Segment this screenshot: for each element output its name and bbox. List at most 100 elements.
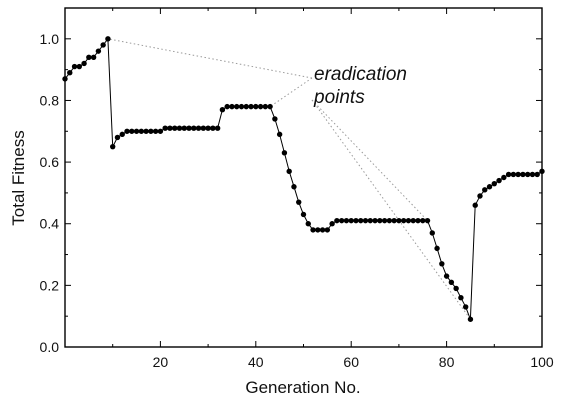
- data-point: [505, 171, 512, 178]
- data-point: [424, 217, 431, 224]
- data-point: [181, 125, 187, 131]
- data-point: [157, 128, 164, 134]
- data-point: [114, 134, 121, 141]
- y-tick-label: 0.2: [40, 277, 60, 293]
- data-point: [67, 70, 73, 76]
- annotation-pointer-2: [311, 99, 428, 221]
- data-point: [100, 42, 106, 48]
- data-point: [124, 128, 130, 134]
- series-line: [64, 37, 543, 320]
- data-point: [229, 103, 235, 110]
- y-tick-label: 0.8: [40, 92, 60, 108]
- data-point: [224, 103, 230, 110]
- annotation-line-1: eradication: [314, 64, 407, 85]
- data-point: [467, 316, 474, 322]
- data-point: [133, 128, 140, 134]
- data-point: [458, 294, 464, 301]
- data-point: [439, 261, 445, 267]
- annotation-line-2: points: [313, 87, 365, 108]
- data-point: [176, 125, 183, 131]
- annotation-pointer-lines: [107, 38, 471, 320]
- y-axis-title: Total Fitness: [9, 130, 28, 225]
- data-point: [210, 125, 216, 131]
- data-point: [415, 217, 421, 224]
- data-point: [539, 168, 545, 175]
- data-point: [71, 63, 78, 70]
- series-points: [62, 36, 545, 322]
- data-point: [377, 217, 383, 224]
- annotation-pointer-3: [311, 99, 471, 320]
- data-point: [386, 217, 393, 224]
- x-axis-tick-labels: 20 40 60 80 100: [153, 354, 554, 370]
- data-point: [267, 103, 273, 110]
- data-point: [315, 227, 321, 233]
- annotation-pointer-1: [269, 77, 313, 108]
- data-point: [234, 103, 240, 110]
- data-point: [462, 304, 469, 310]
- data-point: [305, 221, 311, 227]
- data-point: [434, 245, 440, 252]
- data-point: [205, 125, 211, 131]
- x-tick-label: 60: [343, 354, 359, 370]
- data-point: [191, 125, 197, 131]
- y-tick-label: 1.0: [40, 31, 60, 47]
- x-axis-title: Generation No.: [245, 378, 360, 397]
- data-point: [391, 217, 397, 224]
- data-point: [148, 128, 154, 134]
- data-point: [443, 273, 450, 279]
- data-point: [152, 128, 159, 134]
- data-point: [86, 54, 92, 61]
- data-point: [486, 184, 493, 190]
- data-point: [143, 128, 149, 134]
- annotation-pointer-0: [107, 38, 313, 79]
- data-point: [110, 143, 116, 150]
- data-point: [195, 125, 202, 131]
- y-axis-tick-labels: 0.0 0.2 0.4 0.6 0.8 1.0: [40, 31, 60, 355]
- fitness-line: [64, 37, 543, 320]
- data-point: [491, 180, 497, 187]
- data-point: [262, 103, 269, 110]
- data-point: [200, 125, 207, 131]
- y-axis-ticks: [65, 7, 542, 317]
- data-point: [76, 63, 83, 70]
- data-point: [510, 171, 517, 178]
- data-point: [62, 76, 68, 82]
- data-point: [358, 217, 364, 224]
- data-point: [272, 116, 278, 122]
- data-point: [291, 184, 297, 190]
- y-tick-label: 0.4: [40, 216, 60, 232]
- data-point: [310, 227, 316, 233]
- data-point: [167, 125, 173, 131]
- data-point: [477, 193, 483, 199]
- data-point: [381, 217, 388, 224]
- data-point: [253, 103, 259, 110]
- data-point: [276, 131, 283, 138]
- data-point: [324, 227, 331, 233]
- data-point: [420, 217, 426, 224]
- data-point: [367, 217, 373, 224]
- data-point: [372, 217, 378, 224]
- x-tick-label: 20: [153, 354, 169, 370]
- data-point: [219, 107, 226, 113]
- data-point: [501, 174, 507, 181]
- x-tick-label: 40: [248, 354, 264, 370]
- data-point: [534, 171, 540, 178]
- data-point: [400, 217, 407, 224]
- data-point: [257, 103, 264, 110]
- data-point: [119, 131, 125, 138]
- data-point: [172, 125, 178, 131]
- data-point: [296, 199, 302, 205]
- plot-frame: [64, 7, 543, 348]
- data-point: [448, 279, 455, 285]
- data-point: [362, 217, 369, 224]
- data-point: [105, 36, 111, 42]
- data-point: [300, 211, 307, 218]
- data-point: [286, 168, 292, 175]
- data-point: [319, 227, 326, 233]
- data-point: [281, 150, 288, 156]
- data-point: [329, 221, 335, 227]
- x-tick-label: 80: [439, 354, 455, 370]
- data-point: [343, 217, 350, 224]
- data-point: [95, 48, 102, 54]
